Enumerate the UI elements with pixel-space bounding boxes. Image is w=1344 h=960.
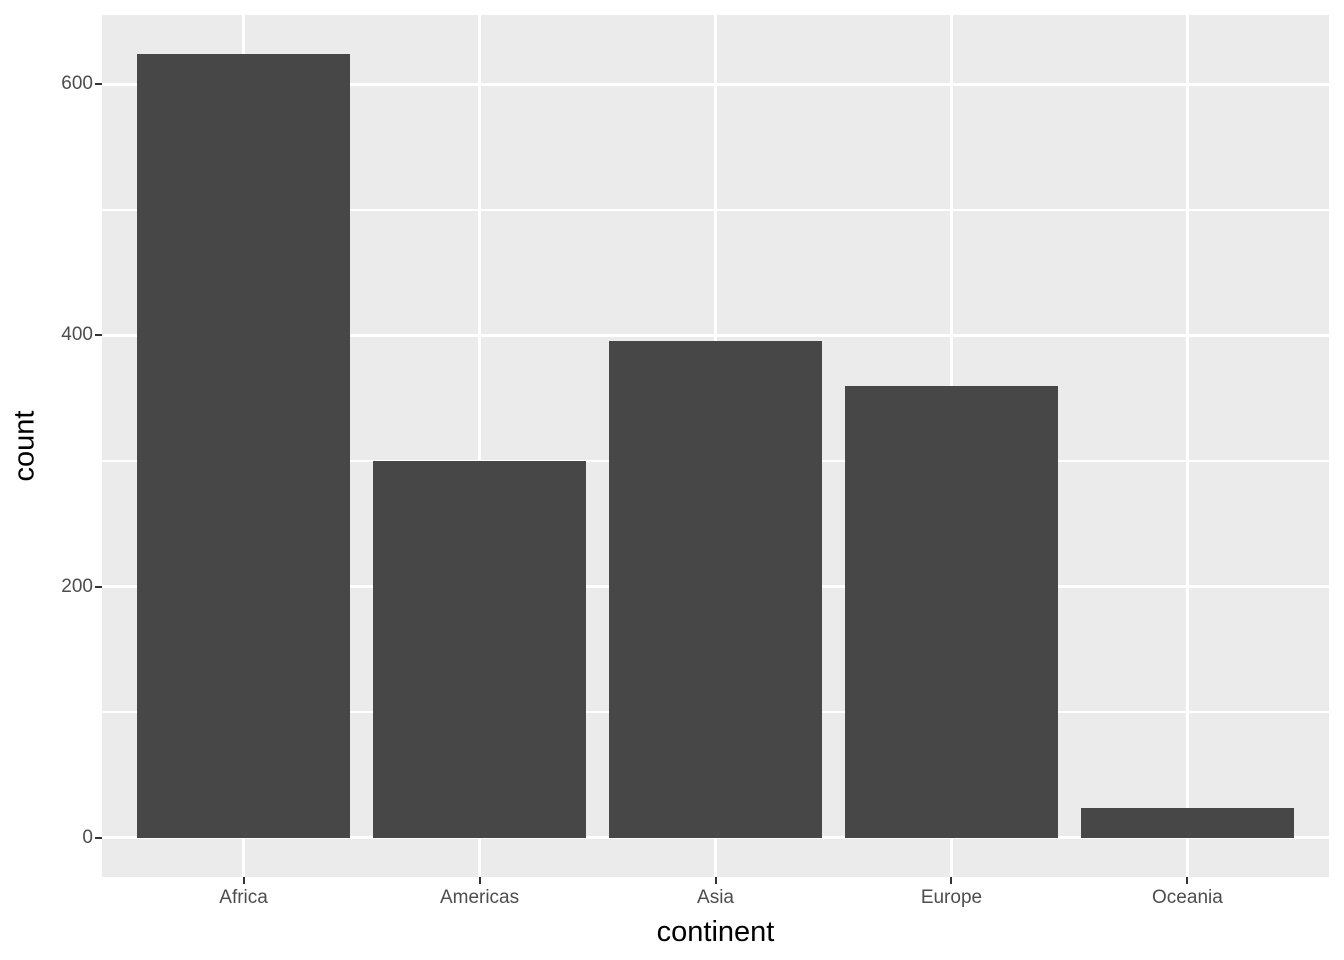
- x-tick-mark: [478, 877, 481, 884]
- y-tick-mark: [95, 83, 102, 86]
- x-tick-mark: [714, 877, 717, 884]
- bar-asia: [609, 340, 822, 838]
- plot-panel: [102, 15, 1329, 877]
- y-tick-mark: [95, 836, 102, 839]
- y-tick-label: 200: [61, 575, 93, 597]
- y-tick-label: 0: [82, 826, 93, 848]
- x-tick-mark: [242, 877, 245, 884]
- major-gridline-vertical: [1186, 15, 1189, 877]
- y-tick-label: 600: [61, 73, 93, 95]
- y-axis-title: count: [8, 410, 41, 482]
- x-tick-mark: [1186, 877, 1189, 884]
- x-axis-title: continent: [656, 916, 775, 948]
- x-tick-label: Africa: [219, 887, 268, 908]
- bar-americas: [373, 461, 586, 838]
- x-tick-label: Americas: [439, 887, 520, 908]
- bar-oceania: [1081, 807, 1294, 838]
- bar-africa: [137, 54, 350, 838]
- x-tick-mark: [950, 877, 953, 884]
- y-tick-label: 400: [61, 324, 93, 346]
- y-tick-mark: [95, 334, 102, 337]
- major-gridline-vertical: [478, 15, 481, 877]
- x-tick-label: Europe: [920, 887, 983, 908]
- y-tick-mark: [95, 585, 102, 588]
- x-tick-label: Oceania: [1152, 887, 1223, 908]
- x-tick-label: Asia: [697, 887, 734, 908]
- bar-europe: [845, 385, 1058, 838]
